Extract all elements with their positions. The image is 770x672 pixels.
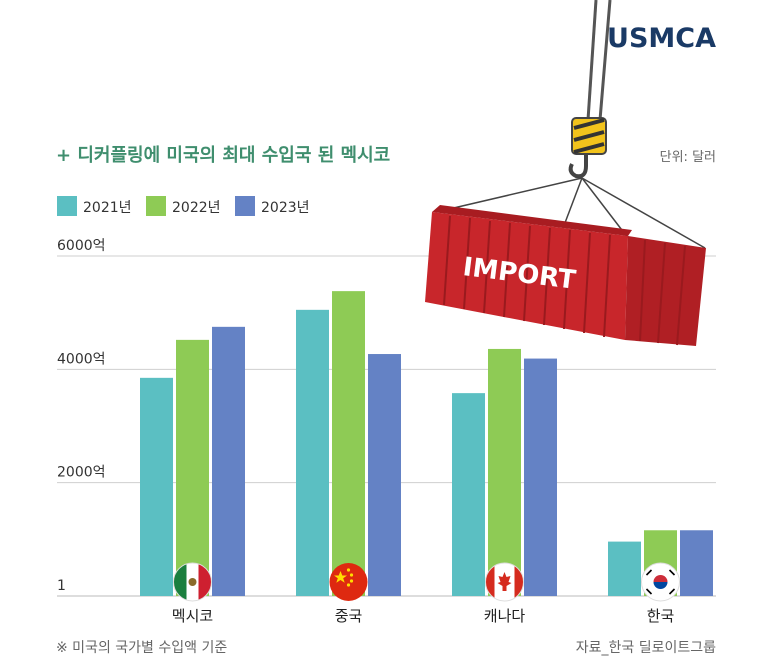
category-label: 중국 <box>335 607 363 625</box>
bar-3-cat-2 <box>368 354 401 596</box>
legend-label-2021: 2021년 <box>83 200 132 216</box>
legend-label-2022: 2022년 <box>172 200 221 216</box>
category-label: 한국 <box>647 607 675 625</box>
flags <box>173 562 680 602</box>
bar-2-cat-3 <box>488 348 521 596</box>
y-tick-label: 2000억 <box>57 465 106 481</box>
y-axis: 6000억 4000억 2000억 1 <box>57 238 106 594</box>
crane-cable <box>598 0 612 121</box>
bar-1-cat-2 <box>296 309 329 596</box>
bar-1-cat-1 <box>140 377 173 596</box>
hook-icon <box>568 117 607 179</box>
korea-flag-icon <box>641 562 680 602</box>
bars <box>140 291 713 596</box>
bar-1-cat-4 <box>608 541 641 596</box>
y-tick-label: 6000억 <box>57 238 106 254</box>
shipping-container: IMPORT <box>425 205 706 346</box>
bar-2-cat-1 <box>176 339 209 596</box>
category-label: 멕시코 <box>172 607 213 625</box>
bar-3-cat-4 <box>680 530 713 596</box>
bar-3-cat-3 <box>524 358 557 596</box>
chart-title: + 디커플링에 미국의 최대 수입국 된 멕시코 <box>56 144 390 166</box>
crane-cable-2 <box>586 0 598 121</box>
category-label: 캐나다 <box>484 607 526 625</box>
canada-flag-icon <box>485 562 524 602</box>
crane-illustration: IMPORT <box>425 0 706 346</box>
brand-label: USMCA <box>607 23 716 54</box>
legend-label-2023: 2023년 <box>261 200 310 216</box>
y-tick-label: 4000억 <box>57 351 106 367</box>
mexico-flag-icon <box>173 562 212 602</box>
y-tick-label: 1 <box>57 578 66 594</box>
legend-swatch-2023 <box>235 196 255 216</box>
bar-1-cat-3 <box>452 393 485 596</box>
legend: 2021년 2022년 2023년 <box>57 196 310 216</box>
china-flag-icon <box>329 563 368 601</box>
bar-3-cat-1 <box>212 326 245 596</box>
footnote: ※ 미국의 국가별 수입액 기준 <box>56 640 227 656</box>
legend-swatch-2022 <box>146 196 166 216</box>
legend-swatch-2021 <box>57 196 77 216</box>
x-axis: 멕시코 중국 캐나다 한국 <box>172 607 675 625</box>
unit-label: 단위: 달러 <box>660 150 716 165</box>
source-label: 자료_한국 딜로이트그룹 <box>576 640 716 656</box>
bar-2-cat-2 <box>332 291 365 596</box>
